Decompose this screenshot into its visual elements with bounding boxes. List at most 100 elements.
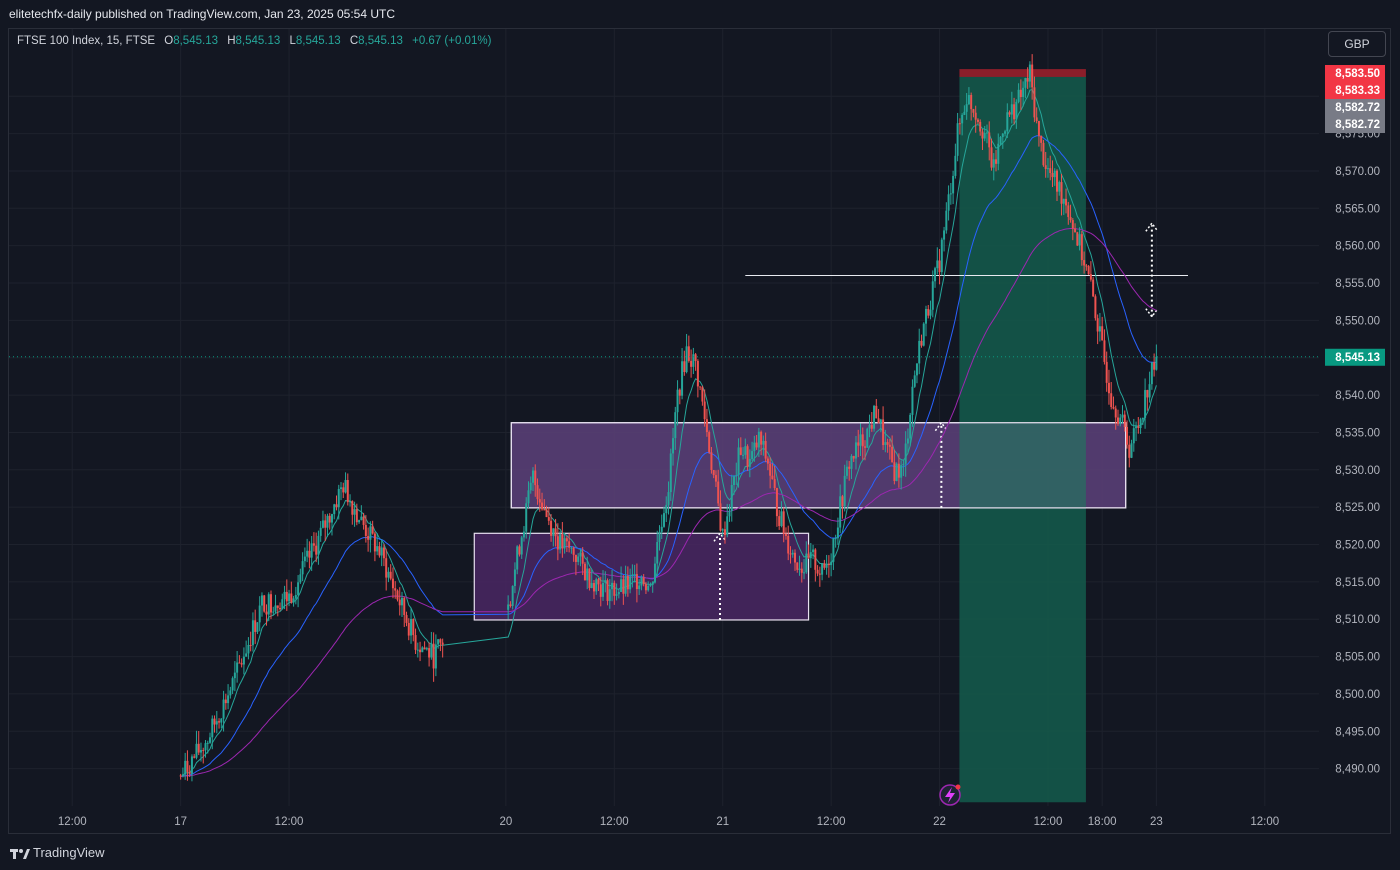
candle-body[interactable]	[676, 389, 679, 413]
candle-body[interactable]	[699, 386, 702, 388]
candle-body[interactable]	[963, 111, 966, 115]
candle-body[interactable]	[886, 442, 889, 445]
candle-body[interactable]	[1031, 64, 1034, 88]
candle-body[interactable]	[818, 573, 821, 575]
candle-body[interactable]	[590, 583, 593, 589]
candle-body[interactable]	[233, 672, 236, 679]
candle-body[interactable]	[568, 541, 571, 548]
candle-body[interactable]	[1078, 234, 1081, 246]
candle-body[interactable]	[1137, 426, 1140, 428]
candle-body[interactable]	[292, 598, 295, 603]
candle-body[interactable]	[656, 542, 659, 564]
candle-body[interactable]	[981, 131, 984, 139]
candle-body[interactable]	[353, 509, 356, 515]
candle-body[interactable]	[229, 690, 232, 696]
candle-body[interactable]	[1116, 417, 1119, 424]
candle-body[interactable]	[1126, 426, 1129, 445]
candle-body[interactable]	[854, 442, 857, 459]
candle-body[interactable]	[536, 485, 539, 500]
candle-body[interactable]	[638, 585, 641, 590]
price-badge[interactable]	[1325, 99, 1385, 116]
candle-body[interactable]	[414, 635, 417, 650]
candle-body[interactable]	[809, 552, 812, 559]
candle-body[interactable]	[893, 462, 896, 482]
candle-body[interactable]	[832, 538, 835, 562]
candle-body[interactable]	[401, 597, 403, 606]
candle-body[interactable]	[209, 737, 212, 743]
candle-body[interactable]	[1130, 443, 1133, 458]
candle-body[interactable]	[310, 543, 313, 558]
candle-body[interactable]	[534, 470, 537, 486]
candle-body[interactable]	[1035, 117, 1038, 121]
candle-body[interactable]	[949, 193, 952, 195]
candle-body[interactable]	[595, 579, 598, 592]
candle-body[interactable]	[821, 563, 824, 575]
candle-body[interactable]	[753, 442, 756, 452]
candle-body[interactable]	[841, 496, 844, 507]
chart-area[interactable]: 8,490.00 8,495.00 8,500.00 8,505.00 8,510.00…	[0, 0, 1400, 836]
candle-body[interactable]	[678, 389, 681, 396]
candle-body[interactable]	[335, 504, 338, 508]
candle-body[interactable]	[317, 535, 320, 555]
candle-body[interactable]	[983, 132, 986, 139]
candle-body[interactable]	[739, 447, 742, 455]
candle-body[interactable]	[513, 569, 516, 587]
candle-body[interactable]	[1096, 318, 1099, 332]
candle-body[interactable]	[606, 580, 609, 601]
candle-body[interactable]	[660, 526, 663, 532]
candle-body[interactable]	[1132, 428, 1135, 444]
candle-body[interactable]	[1139, 419, 1142, 428]
candle-body[interactable]	[687, 346, 690, 361]
candle-body[interactable]	[1062, 198, 1065, 204]
candle-body[interactable]	[782, 511, 785, 534]
candle-body[interactable]	[920, 340, 923, 346]
candle-body[interactable]	[525, 503, 528, 532]
candle-body[interactable]	[184, 760, 187, 775]
candle-body[interactable]	[315, 545, 318, 555]
candle-body[interactable]	[845, 466, 848, 476]
candle-body[interactable]	[940, 239, 943, 273]
candle-body[interactable]	[550, 520, 553, 536]
candle-body[interactable]	[193, 756, 196, 758]
candle-body[interactable]	[588, 568, 591, 589]
candle-body[interactable]	[541, 502, 544, 510]
candle-body[interactable]	[249, 644, 252, 646]
candle-body[interactable]	[328, 515, 331, 523]
candle-body[interactable]	[197, 743, 200, 753]
candle-body[interactable]	[615, 594, 618, 596]
candle-body[interactable]	[218, 721, 221, 723]
candle-body[interactable]	[775, 487, 778, 517]
candle-body[interactable]	[1119, 417, 1122, 424]
candle-body[interactable]	[1150, 362, 1153, 385]
candle-body[interactable]	[906, 438, 909, 444]
candle-body[interactable]	[934, 268, 937, 282]
candle-body[interactable]	[574, 554, 577, 562]
candle-body[interactable]	[1051, 172, 1054, 178]
candle-body[interactable]	[669, 453, 672, 493]
candle-body[interactable]	[798, 568, 801, 570]
candle-body[interactable]	[663, 513, 665, 527]
candle-body[interactable]	[1087, 266, 1090, 275]
candle-body[interactable]	[554, 528, 557, 537]
candle-body[interactable]	[1105, 361, 1108, 383]
candle-body[interactable]	[667, 492, 670, 505]
candle-body[interactable]	[836, 527, 839, 539]
candle-body[interactable]	[371, 526, 374, 534]
candle-body[interactable]	[764, 440, 767, 459]
candle-body[interactable]	[861, 434, 864, 447]
candle-body[interactable]	[812, 549, 815, 553]
candle-body[interactable]	[692, 354, 695, 367]
candle-body[interactable]	[952, 175, 955, 194]
candle-body[interactable]	[1121, 414, 1124, 418]
candle-body[interactable]	[1065, 198, 1068, 206]
candle-body[interactable]	[653, 563, 656, 583]
candle-body[interactable]	[188, 771, 191, 774]
candle-body[interactable]	[936, 260, 939, 269]
candle-body[interactable]	[744, 446, 747, 455]
candle-body[interactable]	[274, 605, 277, 612]
candle-body[interactable]	[270, 594, 272, 613]
candle-body[interactable]	[897, 463, 900, 478]
candle-body[interactable]	[1042, 142, 1045, 166]
candle-body[interactable]	[956, 123, 959, 156]
candle-body[interactable]	[1112, 406, 1115, 409]
